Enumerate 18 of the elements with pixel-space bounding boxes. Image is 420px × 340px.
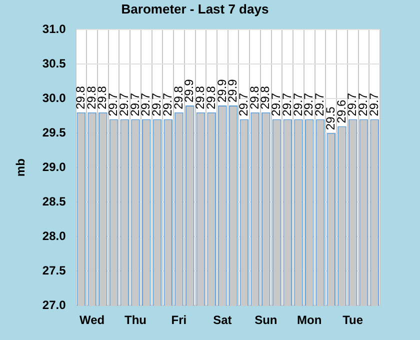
x-tick-label: Thu [124,313,147,328]
y-tick-label: 27.5 [42,263,66,278]
chart-title: Barometer - Last 7 days [121,1,269,16]
y-tick-label: 30.5 [42,56,66,70]
x-tick-label: Fri [171,313,187,328]
y-tick-label: 30.0 [42,90,66,105]
y-tick-label: 29.5 [42,125,66,140]
y-axis-title: mb [14,158,28,177]
x-tick-label: Wed [79,313,105,328]
x-tick-label: Tue [342,313,364,328]
x-tick-label: Sat [213,313,232,328]
y-tick-label: 27.0 [42,298,66,312]
y-tick-label: 28.5 [42,194,66,208]
y-tick-label: 31.0 [42,22,66,36]
y-tick-label: 29.0 [42,160,66,174]
y-tick-label: 28.0 [42,228,66,243]
x-tick-label: Sun [254,313,278,328]
x-tick-label: Mon [297,313,322,328]
